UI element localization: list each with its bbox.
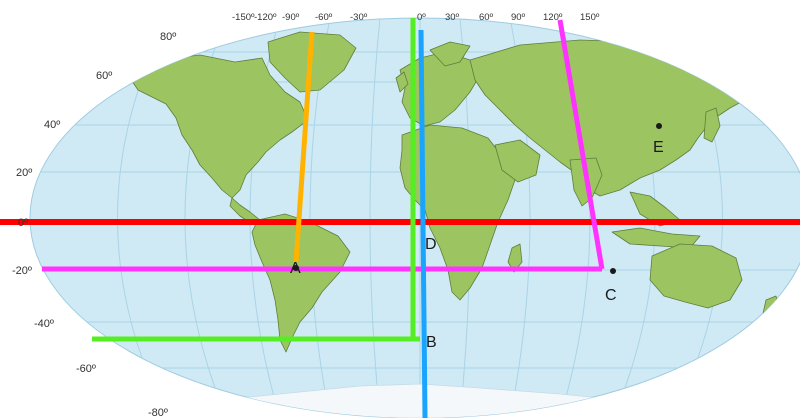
point-label-c: C [605,287,617,304]
lon-label: -90º [282,12,300,23]
lon-label: 60º [479,12,494,23]
longitude-labels: -150º -120º -90º -60º -30º 0º 30º 60º 90… [232,12,600,23]
point-label-b: B [426,334,437,351]
north-america [129,54,309,199]
lon-label: 150º [580,12,600,23]
uk [395,71,409,93]
overlay-lines [0,18,800,418]
lat-label: 80º [160,31,176,43]
australia [649,243,743,309]
lat-label: 60º [96,70,112,82]
latitude-labels: 80º 60º 40º 20º 0º -20º -40º -60º -80º [12,31,176,418]
lat-label: -80º [148,407,168,418]
point-label-e: E [653,139,664,156]
lon-label: -120º [254,12,277,23]
lat-label: -60º [76,363,96,375]
lat-label: 20º [16,167,32,179]
scandinavia [429,41,471,67]
lat-label: -20º [12,265,32,277]
lon-label: 30º [445,12,460,23]
lon-label: -150º [232,12,255,23]
point-e-marker [656,123,662,129]
japan [703,107,721,143]
point-markers [293,123,662,274]
lon-label: 120º [543,12,563,23]
b-meridian-line [418,29,428,418]
point-label-a: A [290,260,301,277]
point-c-marker [610,268,616,274]
point-label-d: D [425,236,437,253]
lon-label: -30º [350,12,368,23]
a-meridian-line [293,31,315,263]
indonesia [611,227,701,249]
lat-label: 0º [18,217,28,229]
lon-label: -60º [315,12,333,23]
lat-label: 40º [44,119,60,131]
c-slanted-meridian-line [557,19,605,270]
arabia [494,139,541,183]
lon-label: 90º [511,12,526,23]
lat-label: -40º [34,318,54,330]
lon-label: 0º [417,12,426,23]
point-a-marker [293,265,299,271]
